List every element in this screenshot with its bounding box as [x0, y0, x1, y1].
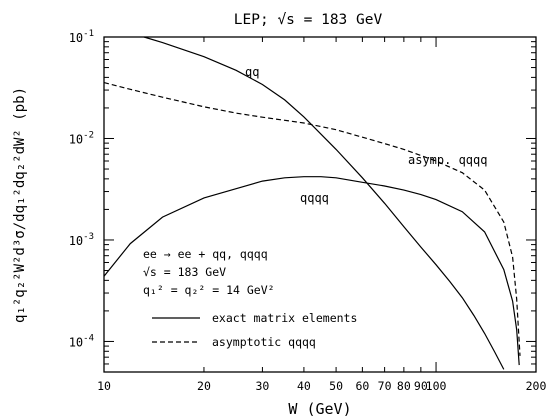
- x-tick-label: 60: [355, 379, 369, 393]
- x-tick-label: 50: [329, 379, 343, 393]
- y-tick-label: 10-4: [69, 333, 94, 349]
- annotations: qq qqqq asymp. qqqq: [245, 65, 487, 205]
- series-line-1: [143, 36, 505, 370]
- annotation-qq: qq: [245, 65, 259, 79]
- x-tick-label: 80: [397, 379, 411, 393]
- chart-title: LEP; √s = 183 GeV: [234, 12, 383, 28]
- x-tick-label: 100: [426, 379, 447, 393]
- x-tick-label: 20: [197, 379, 211, 393]
- legend-energy-line: √s = 183 GeV: [143, 265, 226, 279]
- y-tick-label: 10-2: [69, 130, 94, 146]
- x-tick-label: 40: [297, 379, 311, 393]
- y-axis-label: q₁²q₂²W²d³σ/dq₁²dq₂²dW² (pb): [12, 87, 28, 323]
- annotation-qqqq: qqqq: [300, 191, 329, 205]
- legend-entry-exact: exact matrix elements: [212, 311, 357, 325]
- legend-entry-asymptotic: asymptotic qqqq: [212, 335, 316, 349]
- legend-q-line: q₁² = q₂² = 14 GeV²: [143, 283, 275, 297]
- legend-process-line: ee → ee + qq, qqqq: [143, 247, 268, 261]
- y-tick-label: 10-1: [69, 29, 94, 45]
- x-tick-label: 30: [255, 379, 269, 393]
- plot-frame: [103, 36, 537, 373]
- x-tick-label: 200: [526, 379, 547, 393]
- series-layer: [103, 36, 521, 370]
- x-tick-label: 90: [414, 379, 428, 393]
- legend: ee → ee + qq, qqqq √s = 183 GeV q₁² = q₂…: [143, 247, 357, 349]
- x-axis-label: W (GeV): [288, 400, 351, 418]
- annotation-asymp-qqqq: asymp. qqqq: [408, 153, 487, 167]
- x-tick-label: 10: [97, 379, 111, 393]
- x-tick-label: 70: [378, 379, 392, 393]
- y-axis-ticks: 10-4 10-3 10-2 10-1: [69, 29, 536, 373]
- y-tick-label: 10-3: [69, 232, 94, 248]
- series-line-2: [103, 176, 520, 366]
- series-line-3: [103, 82, 521, 356]
